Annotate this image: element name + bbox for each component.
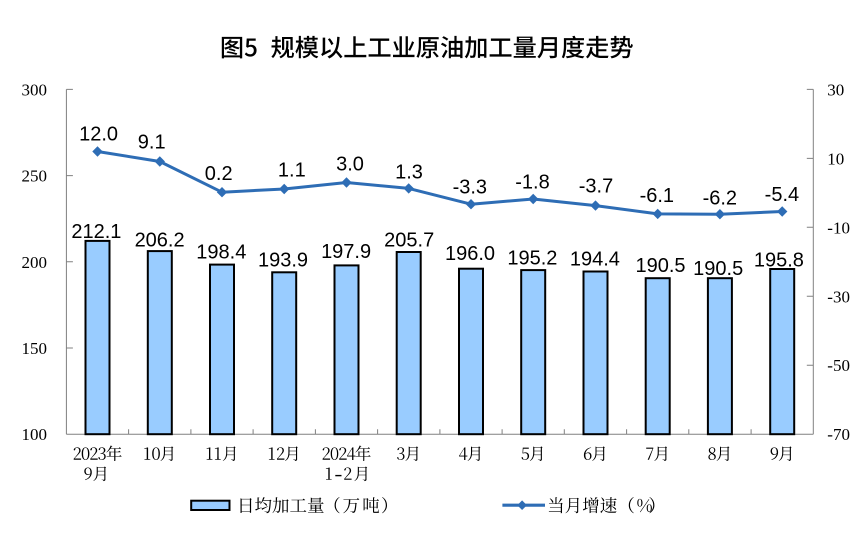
svg-text:212.1: 212.1 bbox=[71, 221, 121, 243]
svg-text:150: 150 bbox=[22, 339, 48, 358]
svg-text:-10: -10 bbox=[827, 218, 850, 237]
svg-text:100: 100 bbox=[22, 425, 48, 444]
svg-text:-6.2: -6.2 bbox=[703, 188, 737, 210]
svg-text:195.8: 195.8 bbox=[754, 249, 804, 271]
svg-text:205.7: 205.7 bbox=[384, 229, 434, 251]
svg-text:200: 200 bbox=[22, 253, 48, 272]
svg-text:10: 10 bbox=[827, 149, 844, 168]
svg-text:206.2: 206.2 bbox=[135, 229, 185, 251]
svg-text:-6.1: -6.1 bbox=[640, 185, 674, 207]
svg-text:-50: -50 bbox=[827, 356, 850, 375]
svg-text:300: 300 bbox=[22, 80, 48, 99]
svg-text:190.5: 190.5 bbox=[635, 255, 685, 277]
svg-text:-3.7: -3.7 bbox=[579, 175, 613, 197]
svg-text:196.0: 196.0 bbox=[445, 243, 495, 265]
svg-text:1.3: 1.3 bbox=[395, 162, 423, 184]
svg-text:197.9: 197.9 bbox=[321, 241, 371, 263]
svg-text:195.2: 195.2 bbox=[507, 247, 557, 269]
svg-text:-3.3: -3.3 bbox=[453, 176, 487, 198]
svg-text:1.1: 1.1 bbox=[278, 159, 306, 181]
svg-text:-1.8: -1.8 bbox=[515, 172, 549, 194]
svg-text:3.0: 3.0 bbox=[336, 154, 364, 176]
svg-text:0.2: 0.2 bbox=[205, 163, 233, 185]
svg-text:194.4: 194.4 bbox=[570, 248, 620, 270]
svg-text:-70: -70 bbox=[827, 425, 850, 444]
svg-text:-5.4: -5.4 bbox=[765, 184, 799, 206]
svg-text:30: 30 bbox=[827, 80, 844, 99]
svg-text:250: 250 bbox=[22, 167, 48, 186]
svg-text:9.1: 9.1 bbox=[138, 132, 166, 154]
svg-text:12.0: 12.0 bbox=[79, 124, 118, 146]
svg-text:193.9: 193.9 bbox=[258, 250, 308, 272]
svg-text:190.5: 190.5 bbox=[693, 258, 743, 280]
svg-text:198.4: 198.4 bbox=[196, 241, 246, 263]
svg-text:-30: -30 bbox=[827, 287, 850, 306]
